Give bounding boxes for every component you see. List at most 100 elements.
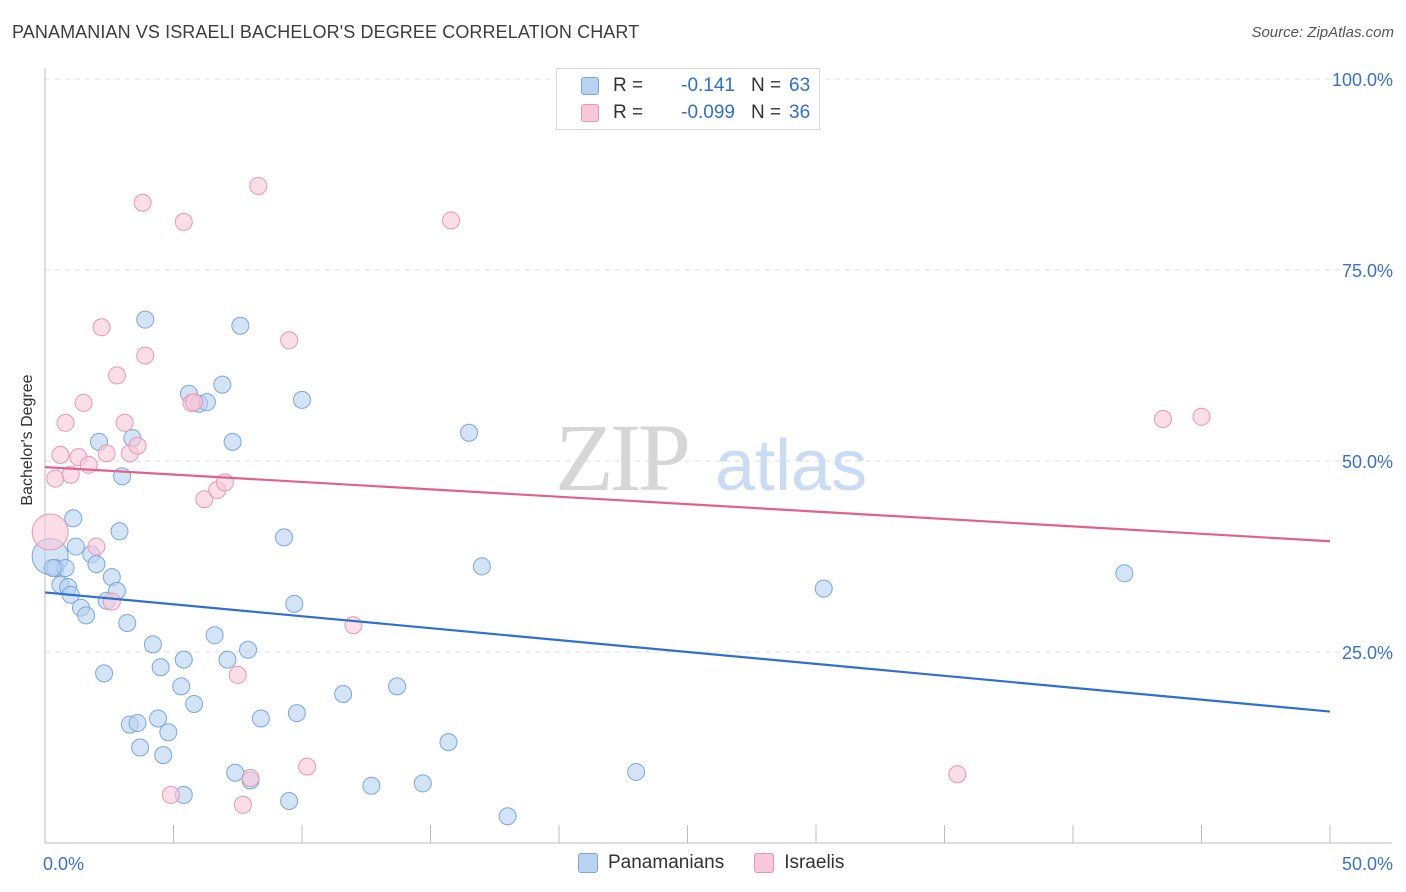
israeli-point	[228, 665, 247, 684]
panamanian-point	[439, 733, 458, 752]
panamanian-point	[128, 714, 147, 733]
israeli-point	[136, 346, 155, 365]
israeli-point	[195, 490, 214, 509]
legend-row-israelis: R = -0.099 N = 36	[581, 100, 810, 126]
panamanian-point	[388, 677, 407, 696]
israeli-point	[97, 444, 116, 463]
correlation-legend: R = -0.141 N = 63 R = -0.099 N = 36	[556, 68, 820, 130]
panamanian-point	[287, 704, 306, 723]
panamanian-point	[110, 522, 129, 541]
israeli-point	[115, 413, 134, 432]
panamanian-point	[285, 594, 304, 613]
n-value: 63	[789, 75, 811, 96]
panamanian-point	[239, 640, 258, 659]
panamanian-point	[205, 626, 224, 645]
israeli-point	[87, 537, 106, 556]
panamanian-point	[136, 310, 155, 329]
x-tick-label: 0.0%	[43, 854, 84, 874]
israeli-point	[133, 193, 152, 212]
israeli-point	[241, 769, 260, 788]
x-tick-label: 50.0%	[1342, 854, 1393, 874]
n-label: N =	[751, 102, 782, 123]
panamanian-point	[627, 762, 646, 781]
panamanian-point	[131, 738, 150, 757]
r-value: -0.141	[681, 75, 735, 96]
panamanian-point	[118, 613, 137, 632]
legend-label: Israelis	[784, 852, 845, 873]
legend-item-israelis[interactable]: Israelis	[754, 852, 844, 874]
legend-item-panamanians[interactable]: Panamanians	[578, 852, 724, 874]
israeli-point	[107, 366, 126, 385]
panamanian-point	[362, 776, 381, 795]
watermark-zip: ZIP	[555, 404, 688, 511]
trend-lines	[44, 466, 1331, 713]
tick-labels: 25.0% 50.0% 75.0% 100.0% 0.0% 50.0%	[43, 70, 1393, 874]
r-label: R =	[613, 75, 644, 96]
panamanian-point	[87, 555, 106, 574]
panamanian-point	[64, 509, 83, 528]
panamanian-point	[498, 807, 517, 826]
israeli-point	[61, 465, 80, 484]
y-tick-label: 100.0%	[1332, 70, 1393, 90]
panamanian-point	[172, 677, 191, 696]
panamanian-point	[334, 685, 353, 704]
panamanian-point	[231, 316, 250, 335]
r-label: R =	[613, 102, 644, 123]
y-axis-label-wrap: Bachelor's Degree	[18, 340, 38, 540]
israeli-point	[1153, 409, 1172, 428]
israelis-points	[31, 176, 1211, 814]
panamanians-swatch	[581, 77, 599, 95]
israeli-point	[249, 176, 268, 195]
y-tick-label: 75.0%	[1342, 261, 1393, 281]
panamanian-point	[460, 423, 479, 442]
israeli-point	[31, 513, 69, 551]
panamanian-point	[280, 791, 299, 810]
panamanian-point	[185, 694, 204, 713]
y-tick-label: 50.0%	[1342, 452, 1393, 472]
panamanian-point	[1115, 564, 1134, 583]
panamanian-point	[293, 390, 311, 409]
israeli-point	[185, 393, 204, 412]
israeli-point	[948, 765, 967, 784]
israeli-point	[92, 318, 111, 337]
legend-label: Panamanians	[608, 852, 725, 873]
israeli-point	[298, 757, 317, 776]
israeli-point	[1192, 407, 1211, 426]
panamanian-point	[174, 650, 193, 669]
panamanians-swatch	[578, 853, 598, 873]
panamanian-point	[213, 375, 232, 394]
panamanian-point	[154, 746, 173, 765]
y-axis-label: Bachelor's Degree	[19, 374, 36, 506]
panamanian-point	[159, 723, 178, 742]
n-value: 36	[789, 102, 811, 123]
grid-lines	[45, 78, 1392, 653]
israeli-point	[74, 393, 93, 412]
israeli-point	[233, 795, 252, 814]
panamanian-point	[226, 763, 245, 782]
chart-title: PANAMANIAN VS ISRAELI BACHELOR'S DEGREE …	[12, 22, 640, 42]
panamanian-point	[275, 528, 294, 547]
panamanian-point	[143, 635, 162, 654]
israelis-trend-line	[44, 466, 1331, 543]
israelis-swatch	[754, 853, 775, 873]
panamanian-point	[95, 664, 114, 683]
israeli-point	[128, 436, 147, 455]
israelis-swatch	[581, 104, 599, 122]
panamanian-point	[151, 658, 170, 677]
panamanian-point	[218, 650, 237, 669]
n-label: N =	[751, 75, 782, 96]
panamanian-point	[413, 774, 432, 793]
panamanian-point	[66, 537, 85, 556]
series-legend: Panamanians Israelis	[578, 852, 874, 874]
panamanian-point	[77, 606, 96, 625]
legend-row-panamanians: R = -0.141 N = 63	[581, 73, 810, 99]
axes	[44, 68, 1392, 844]
r-value: -0.099	[681, 102, 735, 123]
israeli-point	[174, 212, 193, 231]
israeli-point	[442, 211, 461, 230]
panamanian-point	[814, 579, 833, 598]
panamanian-point	[472, 557, 491, 576]
israeli-point	[102, 592, 121, 611]
watermark: ZIP atlas	[555, 404, 867, 511]
